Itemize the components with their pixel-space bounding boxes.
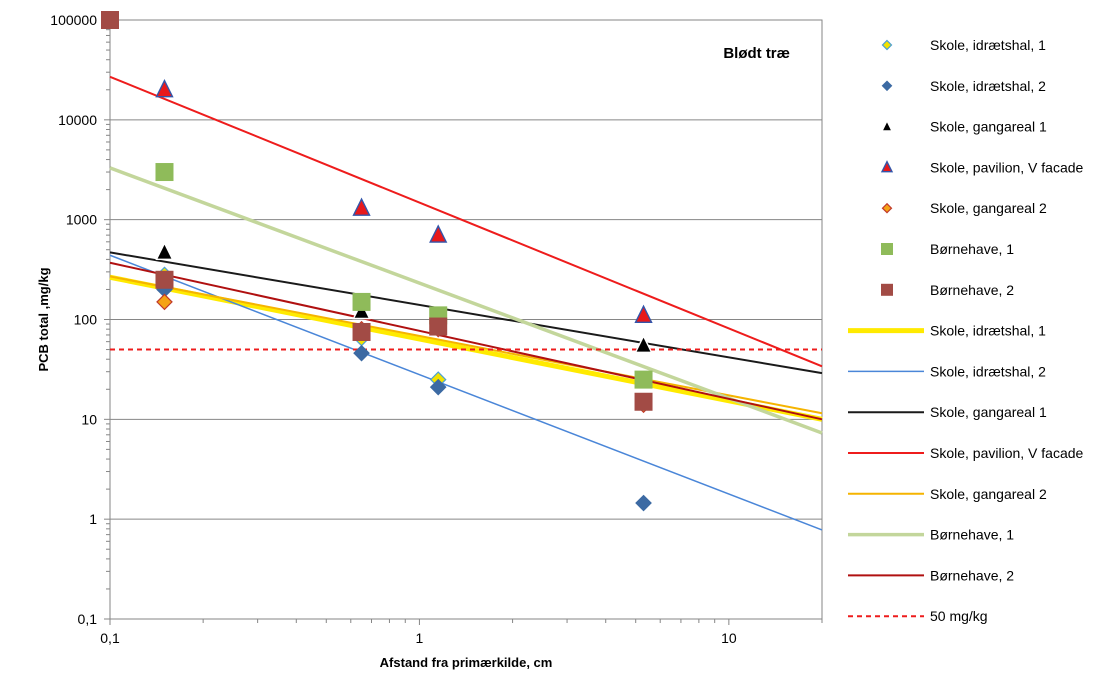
legend-label: Skole, pavilion, V facade [930, 445, 1084, 461]
data-point-skole-pavilion-v-facade [352, 197, 371, 216]
data-point-skole-pavilion-v-facade [155, 79, 174, 98]
legend-label: Børnehave, 2 [930, 282, 1014, 298]
legend-symbol-skole-idr-tshal-2 [881, 80, 893, 92]
legend-symbol-skole-idr-tshal-1 [881, 39, 893, 51]
legend-symbol-b-rnehave-1 [881, 243, 893, 255]
legend-label: Skole, gangareal 1 [930, 119, 1047, 135]
trend-line-b-rnehave-1 [109, 166, 823, 435]
minor-ticks [104, 24, 823, 625]
data-point-b-rnehave-1 [634, 370, 653, 389]
data-point-b-rnehave-2 [101, 11, 119, 29]
x-axis-title: Afstand fra primærkilde, cm [380, 655, 553, 670]
legend-label: Skole, pavilion, V facade [930, 159, 1084, 175]
legend-symbol-b-rnehave-2 [881, 283, 893, 296]
legend-label: Børnehave, 1 [930, 241, 1014, 257]
trend-line-skole-pavilion-v-facade [109, 75, 823, 368]
trend-line-skole-idr-tshal-1 [109, 274, 823, 422]
data-point-skole-idr-tshal-2 [353, 344, 370, 362]
legend: Skole, idrætshal, 1 Skole, idrætshal, 2 Sk… [848, 37, 1084, 624]
y-tick-label: 1 [89, 511, 97, 527]
gridlines [110, 19, 822, 620]
data-point-skole-gangareal-1 [634, 334, 653, 354]
legend-symbol-skole-gangareal-2 [881, 202, 893, 214]
legend-symbol-skole-gangareal-1 [880, 119, 894, 132]
x-tick-labels: 0,1 1 10 [100, 630, 737, 646]
fit-lines [109, 75, 823, 531]
legend-label: Skole, gangareal 2 [930, 200, 1047, 216]
x-tick-label: 0,1 [100, 630, 120, 646]
data-point-b-rnehave-2 [634, 392, 653, 411]
trend-line-skole-gangareal-1 [109, 251, 823, 375]
data-point-b-rnehave-2 [155, 270, 174, 289]
trend-line-b-rnehave-2 [109, 261, 823, 421]
chart-annotation: Blødt træ [723, 45, 790, 62]
data-point-skole-pavilion-v-facade [429, 224, 448, 243]
legend-label: 50 mg/kg [930, 608, 988, 624]
legend-label: Skole, idrætshal, 1 [930, 323, 1046, 339]
data-point-b-rnehave-2 [352, 322, 371, 341]
y-tick-label: 100000 [50, 12, 97, 28]
data-point-b-rnehave-1 [352, 292, 371, 311]
y-axis-title: PCB total ,mg/kg [36, 267, 51, 371]
trend-line-skole-idr-tshal-2 [109, 254, 823, 531]
data-point-skole-pavilion-v-facade [634, 304, 653, 323]
y-tick-label: 1000 [66, 212, 97, 228]
legend-symbol-skole-pavilion-v-facade [880, 160, 894, 173]
legend-label: Børnehave, 1 [930, 527, 1014, 543]
data-point-skole-idr-tshal-2 [635, 494, 652, 512]
x-tick-label: 10 [721, 630, 737, 646]
y-tick-label: 100 [74, 312, 98, 328]
data-point-b-rnehave-1 [155, 163, 174, 182]
data-point-skole-gangareal-2 [156, 293, 173, 311]
legend-label: Skole, gangareal 2 [930, 486, 1047, 502]
x-tick-label: 1 [416, 630, 424, 646]
y-tick-label: 0,1 [78, 611, 98, 627]
data-point-b-rnehave-2 [429, 317, 448, 336]
y-tick-label: 10 [81, 411, 97, 427]
legend-label: Skole, gangareal 1 [930, 404, 1047, 420]
markers [101, 11, 653, 512]
legend-label: Skole, idrætshal, 1 [930, 37, 1046, 53]
data-point-skole-idr-tshal-2 [429, 378, 447, 396]
y-tick-labels: 0,1 1 10 100 1000 10000 100000 [50, 12, 97, 627]
legend-label: Børnehave, 2 [930, 567, 1014, 583]
data-point-skole-gangareal-1 [155, 241, 174, 261]
y-tick-label: 10000 [58, 112, 97, 128]
legend-label: Skole, idrætshal, 2 [930, 78, 1046, 94]
legend-label: Skole, idrætshal, 2 [930, 363, 1046, 379]
